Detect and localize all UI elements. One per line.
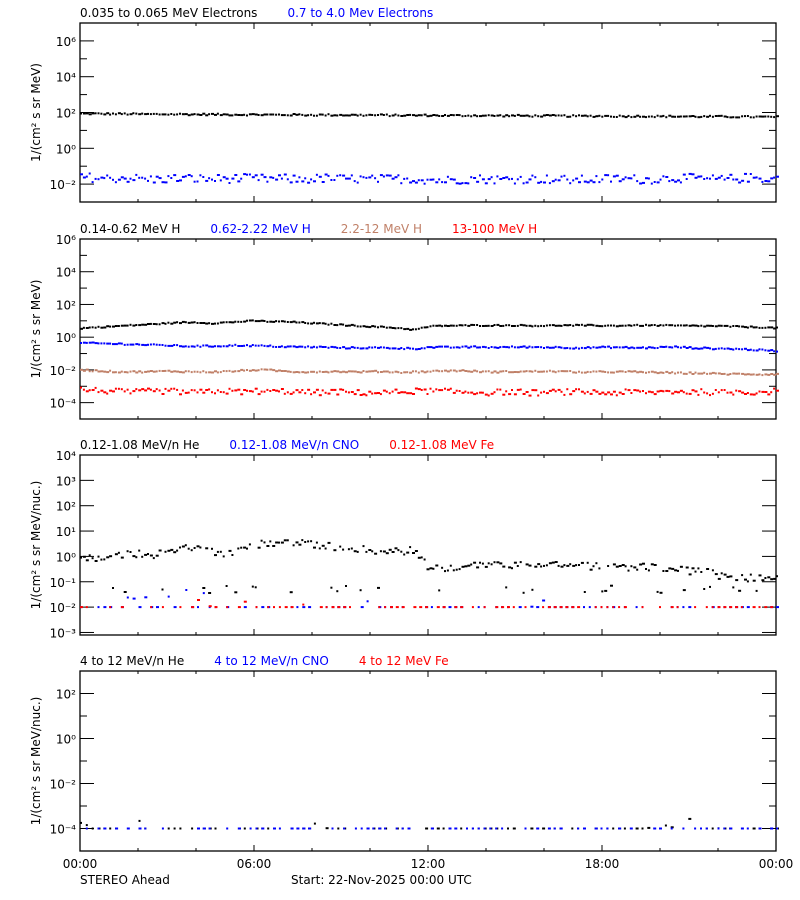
series-points (80, 112, 779, 119)
legend-entry: 2.2-12 MeV H (341, 222, 422, 236)
x-axis-labels: 00:00 06:00 12:00 18:00 00:00 (63, 857, 794, 871)
y-axis-label: 1/(cm² s sr MeV) (29, 63, 43, 162)
y-axis-label: 1/(cm² s sr MeV) (29, 280, 43, 379)
panel-2: 0.14-0.62 MeV H 0.62-2.22 MeV H 2.2-12 MeV… (29, 222, 779, 420)
panel-4: 4 to 12 MeV/n He 4 to 12 MeV/n CNO 4 to 12… (29, 654, 779, 852)
y-tick-label: 10⁶ (56, 35, 76, 49)
series-points (80, 368, 779, 377)
legend-entry: 0.12-1.08 MeV Fe (389, 438, 494, 452)
y-tick-label: 10² (56, 500, 76, 514)
start-time-label: Start: 22-Nov-2025 00:00 UTC (291, 873, 472, 887)
x-tick-label: 18:00 (585, 857, 620, 871)
series-points (80, 539, 778, 594)
y-tick-label: 10² (56, 107, 76, 121)
legend-entry: 4 to 12 MeV/n CNO (214, 654, 329, 668)
y-tick-label: 10⁻³ (50, 626, 77, 640)
y-tick-label: 10⁴ (56, 71, 76, 85)
y-tick-label: 10⁰ (56, 550, 76, 564)
legend-entry: 13-100 MeV H (452, 222, 537, 236)
legend-entry: 0.7 to 4.0 Mev Electrons (287, 6, 433, 20)
y-tick-label: 10⁶ (56, 233, 76, 247)
series-points (80, 172, 779, 185)
series-points (80, 319, 778, 331)
plot-frame (79, 22, 777, 203)
x-tick-label: 00:00 (759, 857, 794, 871)
plot-frame (79, 670, 777, 852)
plot-frame (79, 238, 777, 420)
series-points (80, 589, 779, 609)
panel-3: 0.12-1.08 MeV/n He 0.12-1.08 MeV/n CNO 0.1… (29, 438, 779, 640)
y-axis-label: 1/(cm² s sr MeV/nuc.) (29, 481, 43, 610)
y-tick-label: 10⁻¹ (50, 576, 77, 590)
legend-entry: 4 to 12 MeV Fe (359, 654, 449, 668)
x-tick-label: 12:00 (411, 857, 446, 871)
y-tick-label: 10⁴ (56, 449, 76, 463)
legend-entry: 0.035 to 0.065 MeV Electrons (80, 6, 257, 20)
panel-1: 0.035 to 0.065 MeV Electrons 0.7 to 4.0 M… (29, 6, 779, 203)
legend-entry: 0.12-1.08 MeV/n He (80, 438, 199, 452)
y-tick-label: 10² (56, 688, 76, 702)
y-tick-label: 10⁻⁴ (50, 823, 77, 837)
y-tick-label: 10⁻⁴ (50, 397, 77, 411)
y-tick-label: 10¹ (56, 525, 76, 539)
series-points (80, 341, 778, 353)
y-tick-label: 10⁻² (50, 178, 77, 192)
series-points (85, 827, 778, 830)
y-tick-label: 10² (56, 298, 76, 312)
series-points (80, 599, 774, 609)
y-tick-label: 10⁰ (56, 142, 76, 156)
y-tick-label: 10⁰ (56, 733, 76, 747)
y-tick-label: 10³ (56, 474, 76, 488)
legend-entry: 4 to 12 MeV/n He (80, 654, 184, 668)
y-axis-label: 1/(cm² s sr MeV/nuc.) (29, 697, 43, 826)
series-points (80, 386, 779, 397)
series-points (80, 817, 779, 830)
y-tick-label: 10⁰ (56, 331, 76, 345)
legend-entry: 0.14-0.62 MeV H (80, 222, 180, 236)
spacecraft-label: STEREO Ahead (80, 873, 170, 887)
y-tick-label: 10⁻² (50, 601, 77, 615)
x-tick-label: 06:00 (237, 857, 272, 871)
legend-entry: 0.62-2.22 MeV H (210, 222, 310, 236)
legend-entry: 0.12-1.08 MeV/n CNO (229, 438, 359, 452)
y-tick-label: 10⁴ (56, 266, 76, 280)
y-tick-label: 10⁻² (50, 778, 77, 792)
y-tick-label: 10⁻² (50, 364, 77, 378)
x-tick-label: 00:00 (63, 857, 98, 871)
